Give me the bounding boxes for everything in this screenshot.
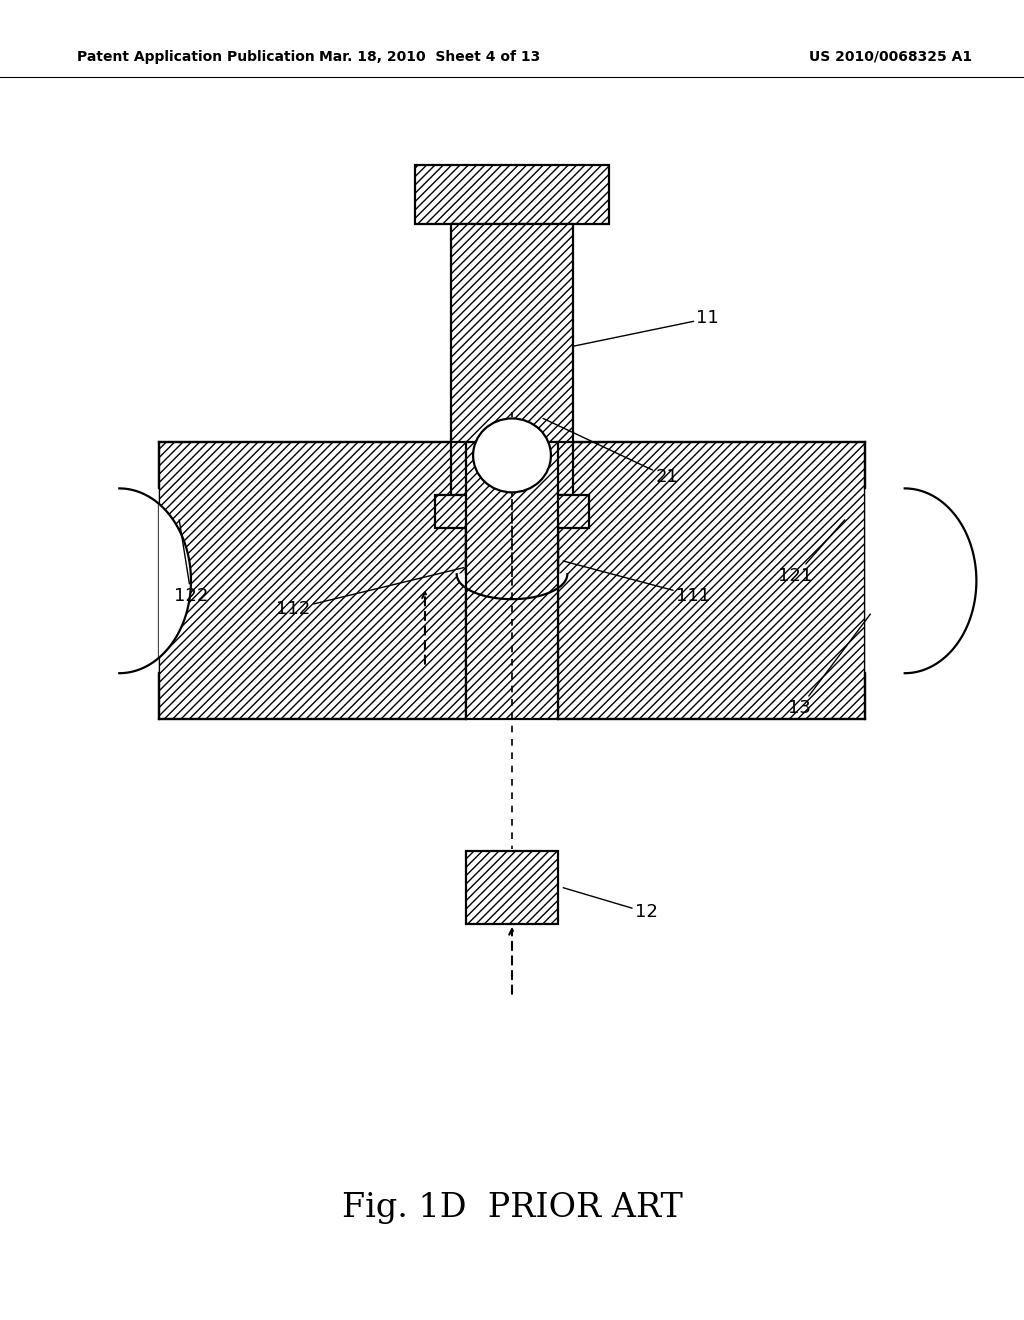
Bar [435, 495, 589, 528]
Polygon shape [865, 488, 976, 673]
Text: Patent Application Publication: Patent Application Publication [77, 50, 314, 63]
Text: 21: 21 [543, 418, 678, 486]
Text: US 2010/0068325 A1: US 2010/0068325 A1 [809, 50, 973, 63]
Polygon shape [457, 574, 567, 599]
Bar [466, 442, 558, 719]
Bar [159, 442, 466, 719]
Text: 121: 121 [778, 520, 845, 585]
Bar [451, 224, 573, 495]
Bar [466, 851, 558, 924]
Text: 12: 12 [563, 887, 657, 921]
Text: 13: 13 [788, 614, 870, 717]
Bar [466, 524, 558, 574]
Text: Mar. 18, 2010  Sheet 4 of 13: Mar. 18, 2010 Sheet 4 of 13 [319, 50, 541, 63]
Ellipse shape [473, 418, 551, 492]
Text: 112: 112 [276, 568, 464, 618]
Bar [415, 165, 609, 224]
Text: 11: 11 [573, 309, 719, 346]
Text: 122: 122 [174, 520, 209, 605]
Polygon shape [119, 488, 190, 673]
Text: 111: 111 [563, 561, 710, 605]
Bar [558, 442, 865, 719]
Text: Fig. 1D  PRIOR ART: Fig. 1D PRIOR ART [342, 1192, 682, 1224]
